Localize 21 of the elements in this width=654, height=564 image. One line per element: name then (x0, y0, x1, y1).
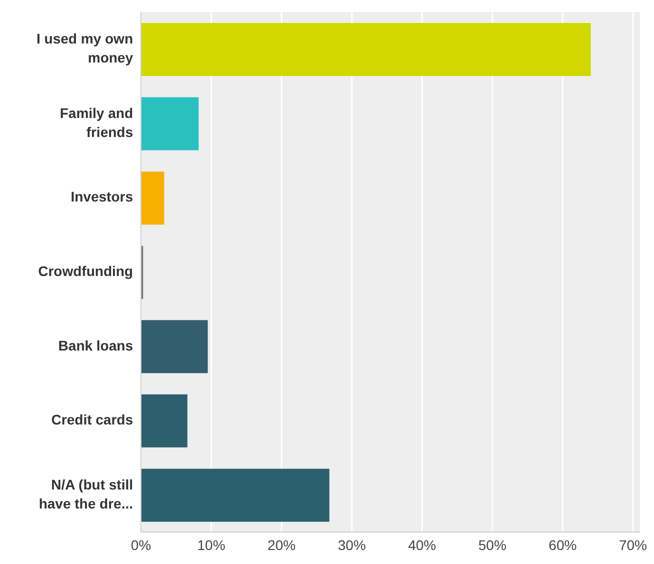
bar (141, 394, 188, 448)
x-tick-label: 60% (548, 536, 577, 553)
y-tick-label: N/A (but still have the dre... (38, 476, 133, 512)
y-tick-label: I used my own money (36, 30, 134, 66)
bar (141, 23, 591, 76)
y-tick-label: Investors (70, 188, 134, 204)
y-tick-label: Credit cards (51, 411, 134, 428)
bar (141, 172, 164, 225)
x-tick-label: 20% (268, 536, 296, 553)
x-tick-label: 10% (197, 536, 226, 553)
bar (141, 320, 208, 374)
bar (141, 97, 199, 150)
y-tick-label: Family and friends (60, 104, 134, 140)
y-tick-label: Bank loans (58, 336, 134, 353)
x-tick-label: 70% (618, 536, 647, 553)
x-tick-label: 50% (478, 536, 506, 553)
x-tick-label: 0% (130, 536, 152, 553)
y-tick-label: Crowdfunding (38, 262, 133, 279)
x-tick-label: 40% (408, 536, 436, 553)
bar (141, 468, 330, 522)
x-tick-label: 30% (338, 536, 366, 553)
